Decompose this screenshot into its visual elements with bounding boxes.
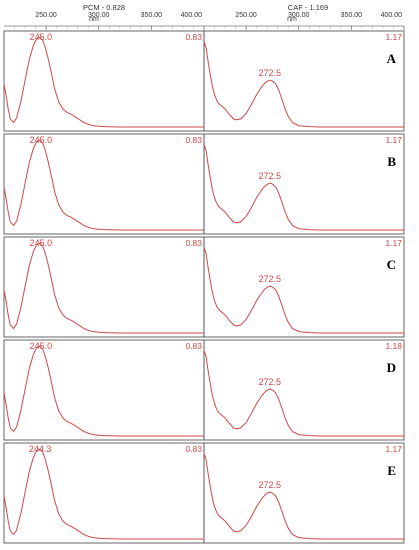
tick-label: 400.00 [381, 12, 403, 19]
tick-label: 250.00 [235, 12, 257, 19]
pcm-max-label: 0.83 [185, 238, 202, 248]
caf-panel-frame [203, 236, 405, 338]
pcm-panel-frame [3, 133, 205, 235]
caf-panel-frame [203, 339, 405, 441]
caf-peak-label: 272.5 [259, 377, 282, 387]
pcm-max-label: 0.83 [185, 444, 202, 454]
caf-peak-label: 272.5 [259, 480, 282, 490]
pcm-axis-unit: nm [89, 16, 99, 23]
pcm-spectrum-line [3, 242, 204, 334]
tick-label: 300.00 [288, 12, 310, 19]
tick-label: 350.00 [141, 12, 163, 19]
row-letter-label: E [387, 463, 396, 478]
pcm-spectrum-line [3, 345, 204, 437]
caf-spectrum-line [203, 350, 404, 437]
row-letter-label: B [387, 154, 396, 169]
spectra-row-a: 245.0 0.83 272.5 1.17 A [3, 30, 405, 132]
caf-peak-label: 272.5 [259, 68, 282, 78]
spectra-row-b: 245.0 0.83 272.5 1.17 B [3, 133, 405, 235]
row-letter-label: C [387, 257, 396, 272]
caf-panel-frame [203, 442, 405, 544]
tick-label: 350.00 [341, 12, 363, 19]
pcm-spectrum-line [3, 448, 204, 540]
pcm-max-label: 0.83 [185, 32, 202, 42]
caf-panel-title: CAF - 1.169 [288, 3, 328, 12]
top-axis-caf: CAF - 1.169 nm 250.00 300.00 350.00 400.00 [204, 3, 405, 30]
caf-axis-unit: nm [287, 16, 297, 23]
pcm-peak-label: 245.0 [30, 135, 53, 145]
row-letter-label: A [387, 51, 397, 66]
caf-max-label: 1.17 [385, 444, 402, 454]
caf-max-label: 1.17 [385, 32, 402, 42]
tick-label: 400.00 [181, 12, 203, 19]
spectra-row-d: 245.0 0.83 272.5 1.18 D [3, 339, 405, 441]
caf-spectrum-line [203, 247, 404, 334]
caf-panel-frame [203, 133, 405, 235]
caf-max-label: 1.18 [385, 341, 402, 351]
spectra-row-c: 245.0 0.83 272.5 1.17 C [3, 236, 405, 338]
pcm-peak-label: 244.3 [29, 444, 52, 454]
pcm-panel-frame [3, 30, 205, 132]
pcm-panel-title: PCM - 0.828 [83, 3, 125, 12]
caf-panel-frame [203, 30, 405, 132]
pcm-panel-frame [3, 236, 205, 338]
caf-peak-label: 272.5 [259, 274, 282, 284]
pcm-panel-frame [3, 442, 205, 544]
caf-peak-label: 272.5 [259, 171, 282, 181]
pcm-spectrum-line [3, 139, 204, 231]
pcm-max-label: 0.83 [185, 341, 202, 351]
tick-label: 300.00 [88, 12, 110, 19]
pcm-spectrum-line [3, 36, 204, 128]
spectra-row-e: 244.3 0.83 272.5 1.17 E [3, 442, 405, 544]
pcm-max-label: 0.83 [185, 135, 202, 145]
pcm-peak-label: 245.0 [30, 341, 53, 351]
caf-spectrum-line [203, 41, 404, 128]
top-axis-pcm: PCM - 0.828 nm 250.00 300.00 350.00 400.00 [4, 3, 205, 30]
tick-label: 250.00 [35, 12, 57, 19]
pcm-panel-frame [3, 339, 205, 441]
row-letter-label: D [387, 360, 396, 375]
caf-spectrum-line [203, 144, 404, 231]
caf-max-label: 1.17 [385, 135, 402, 145]
pcm-peak-label: 245.0 [30, 32, 53, 42]
caf-max-label: 1.17 [385, 238, 402, 248]
pcm-peak-label: 245.0 [30, 238, 53, 248]
caf-spectrum-line [203, 453, 404, 540]
